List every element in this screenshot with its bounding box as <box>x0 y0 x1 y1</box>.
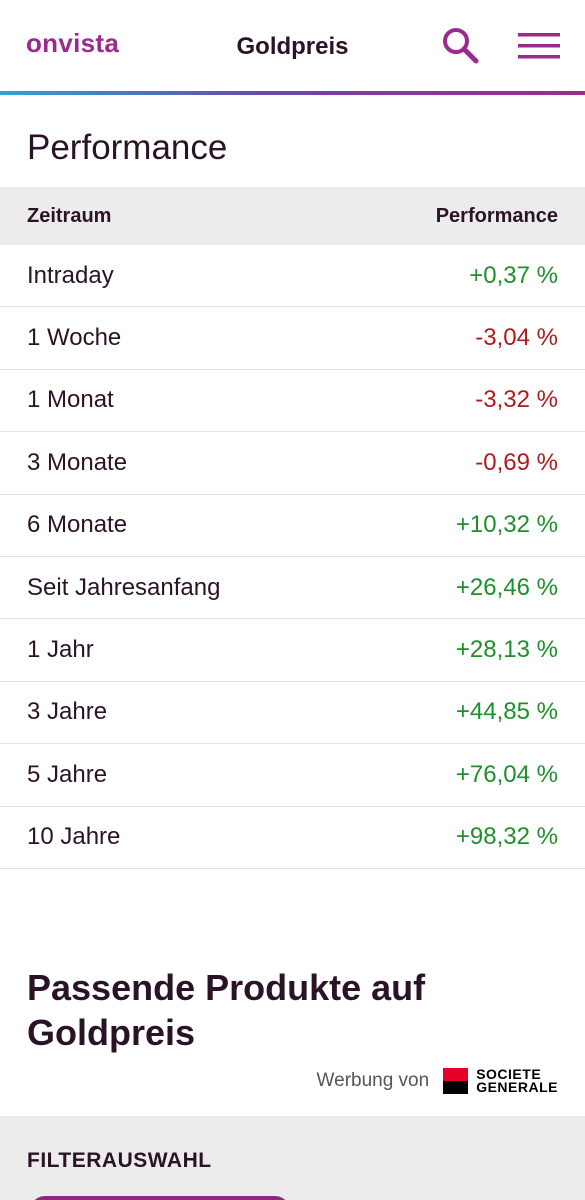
header-divider <box>0 91 585 95</box>
table-row: Intraday +0,37 % <box>0 245 585 308</box>
sponsor-name-line1: SOCIETE <box>476 1066 542 1082</box>
row-period-label: 3 Jahre <box>27 698 108 726</box>
row-performance-value: +10,32 % <box>455 511 558 539</box>
row-performance-value: +76,04 % <box>455 760 558 788</box>
societe-generale-mark-icon <box>443 1068 469 1094</box>
row-period-label: 1 Jahr <box>27 636 94 664</box>
row-performance-value: -3,32 % <box>475 386 558 414</box>
ad-text: Werbung von <box>316 1070 430 1091</box>
table-header: Zeitraum Performance <box>0 187 585 245</box>
row-period-label: 5 Jahre <box>27 760 108 788</box>
column-header-performance: Performance <box>435 204 558 227</box>
menu-button[interactable] <box>518 30 560 62</box>
filter-option-pill[interactable] <box>30 1196 290 1200</box>
filter-title: FILTERAUSWAHL <box>27 1149 212 1172</box>
onvista-logo[interactable]: onvista <box>26 28 120 58</box>
header: onvista Goldpreis <box>0 0 585 95</box>
row-period-label: 6 Monate <box>27 511 128 539</box>
row-performance-value: +26,46 % <box>455 573 558 601</box>
products-title: Passende Produkte auf Goldpreis <box>27 967 426 1053</box>
row-performance-value: +44,85 % <box>455 698 558 726</box>
table-row: 3 Jahre +44,85 % <box>0 682 585 745</box>
row-performance-value: -3,04 % <box>475 324 558 352</box>
search-button[interactable] <box>440 26 480 66</box>
advertising-note: Werbung von SOCIETE GENERALE <box>316 1066 558 1095</box>
row-period-label: 3 Monate <box>27 448 128 476</box>
page-title: Goldpreis <box>236 33 349 60</box>
column-header-zeitraum: Zeitraum <box>27 204 112 227</box>
performance-table: Zeitraum Performance Intraday +0,37 % 1 Wo… <box>0 187 585 869</box>
row-period-label: 1 Woche <box>27 324 122 352</box>
hamburger-menu-icon <box>518 33 560 59</box>
table-row: 1 Woche -3,04 % <box>0 307 585 370</box>
table-row: 10 Jahre +98,32 % <box>0 807 585 869</box>
societe-generale-logo[interactable]: SOCIETE GENERALE <box>443 1066 558 1095</box>
table-row: 1 Jahr +28,13 % <box>0 619 585 682</box>
performance-title: Performance <box>27 128 228 167</box>
table-row: 6 Monate +10,32 % <box>0 495 585 557</box>
row-period-label: 1 Monat <box>27 386 114 414</box>
search-icon <box>443 28 479 64</box>
row-performance-value: -0,69 % <box>475 448 558 476</box>
row-period-label: Seit Jahresanfang <box>27 573 221 601</box>
table-row: Seit Jahresanfang +26,46 % <box>0 557 585 620</box>
table-row: 1 Monat -3,32 % <box>0 370 585 433</box>
row-performance-value: +0,37 % <box>469 261 558 289</box>
row-performance-value: +98,32 % <box>455 823 558 851</box>
row-performance-value: +28,13 % <box>455 636 558 664</box>
row-period-label: Intraday <box>27 261 114 289</box>
row-period-label: 10 Jahre <box>27 823 121 851</box>
sponsor-name-line2: GENERALE <box>476 1079 558 1095</box>
filter-panel: FILTERAUSWAHL <box>0 1116 585 1200</box>
table-row: 5 Jahre +76,04 % <box>0 744 585 807</box>
table-row: 3 Monate -0,69 % <box>0 432 585 495</box>
